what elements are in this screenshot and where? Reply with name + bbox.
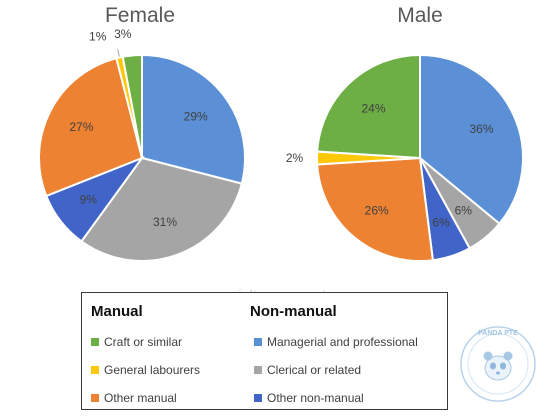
pie-data-label: 1%: [89, 29, 107, 43]
female-pie-title: Female: [105, 4, 175, 27]
legend-label: Craft or similar: [104, 335, 183, 349]
panda-eye-icon: [500, 362, 506, 370]
pie-data-label: 6%: [432, 216, 450, 230]
panda-pte-logo: PANDA PTE: [460, 326, 536, 402]
panda-ear-icon: [483, 351, 493, 361]
pie-slice-clerical-or-related: [80, 156, 243, 262]
legend-swatch: [91, 393, 99, 402]
panda-eye-icon: [490, 362, 496, 370]
pie-data-label: 9%: [80, 193, 98, 207]
pie-data-label: 27%: [69, 120, 93, 134]
male-pie-title: Male: [397, 4, 443, 27]
legend-label: Managerial and professional: [267, 335, 418, 349]
pie-data-label: 6%: [455, 203, 473, 217]
logo-inner-ring: [467, 333, 529, 395]
legend-nonmanual-header: Non-manual: [250, 303, 337, 320]
pie-slice-managerial-and-professional: [141, 53, 246, 185]
logo-ring: [460, 326, 536, 402]
panda-face-icon: [484, 355, 512, 381]
pie-slice-other-manual: [316, 156, 435, 262]
legend: Manual Non-manual Craft or similar Gener…: [81, 292, 448, 410]
male-pie: 36% 6% 6% 26% 2% 24%: [286, 53, 524, 262]
pie-data-label: 24%: [361, 101, 385, 115]
legend-label: Clerical or related: [267, 363, 362, 377]
legend-item-other-manual: Other manual: [91, 391, 177, 405]
pie-slice-craft-or-similar: [316, 53, 421, 160]
legend-item-managerial: Managerial and professional: [254, 335, 418, 349]
legend-item-general-labourers: General labourers: [91, 363, 200, 377]
legend-label: Other manual: [104, 391, 177, 405]
legend-swatch: [91, 365, 99, 374]
pie-slice-craft-or-similar: [121, 53, 143, 159]
pie-data-label: 3%: [114, 27, 132, 41]
legend-item-clerical: Clerical or related: [254, 363, 361, 377]
pie-data-label: 31%: [153, 215, 177, 229]
pie-data-label: 36%: [469, 122, 493, 136]
logo-text: PANDA PTE: [478, 330, 518, 337]
pie-slice-managerial-and-professional: [419, 53, 524, 226]
pie-data-label: 29%: [184, 109, 208, 123]
legend-swatch: [254, 393, 262, 402]
pie-data-label: 2%: [286, 151, 304, 165]
pie-data-label: 26%: [365, 203, 389, 217]
pie-slice-other-manual: [38, 57, 144, 198]
legend-label: Other non-manual: [267, 391, 364, 405]
female-pie: 29% 31% 9% 27% 1% 3%: [38, 27, 246, 262]
legend-swatch: [91, 337, 99, 346]
legend-label: General labourers: [104, 363, 201, 377]
legend-manual-header: Manual: [91, 303, 143, 320]
legend-item-craft: Craft or similar: [91, 335, 182, 349]
legend-item-other-nonmanual: Other non-manual: [254, 391, 364, 405]
panda-nose-icon: [496, 371, 500, 375]
legend-swatch: [254, 337, 262, 346]
leader-line: [117, 49, 120, 57]
legend-swatch: [254, 365, 262, 374]
panda-ear-icon: [503, 351, 513, 361]
